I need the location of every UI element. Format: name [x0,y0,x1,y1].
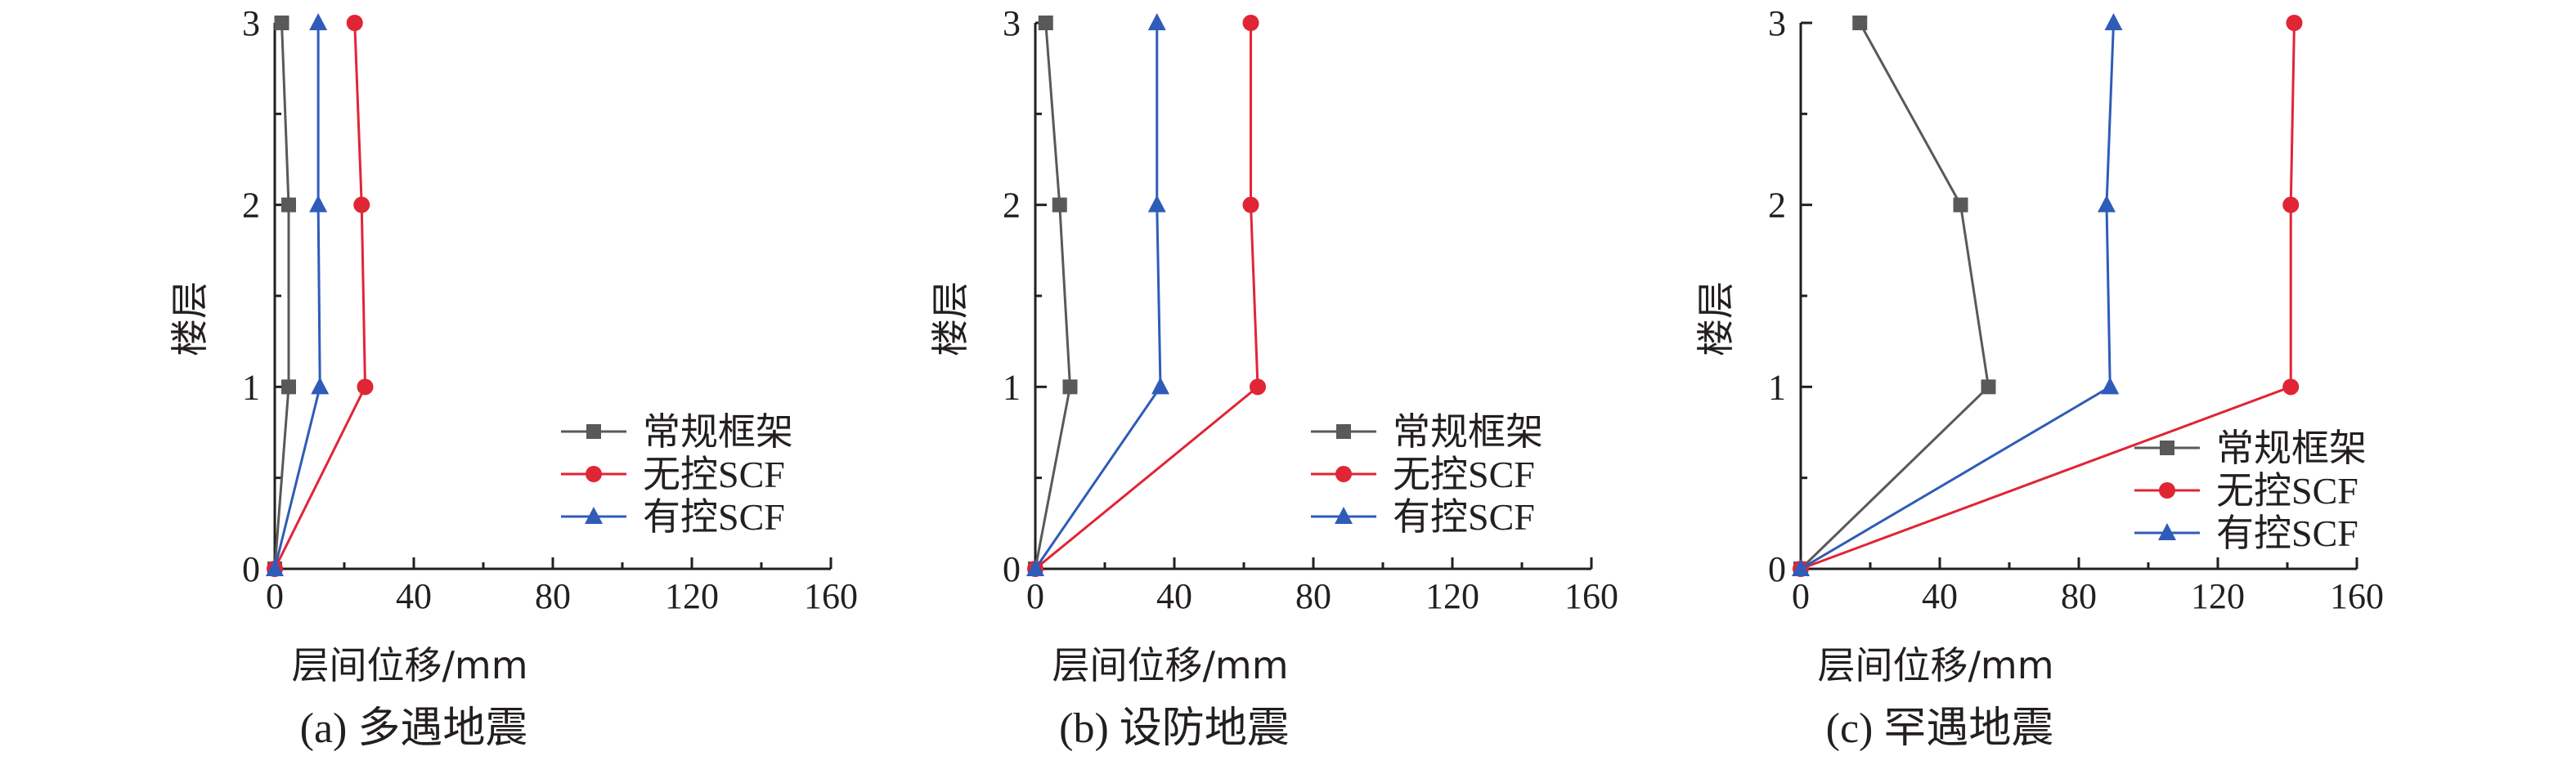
panel-caption: (a) 多遇地震 [300,705,528,752]
data-point [266,559,284,576]
legend-marker [586,424,601,439]
data-point [2101,377,2120,395]
panel-caption: (c) 罕遇地震 [1826,705,2054,752]
data-point [2282,378,2300,396]
data-point [1062,379,1078,395]
y-tick-label: 2 [1003,186,1021,226]
legend-marker [1335,507,1353,524]
panel-caption: (b) 设防地震 [1059,705,1290,752]
x-tick-label: 160 [1564,576,1618,616]
chart-panel-1: 0 40 80 120 160 0 1 2 3 层间位移/mm 楼层 (a) 多遇地震 常规框架无控SC… [168,3,858,752]
x-axis-title: 层间位移/mm [1817,643,2053,687]
x-tick-label: 160 [804,576,858,616]
x-tick-label: 0 [266,576,284,616]
legend-label: 无控SCF [643,454,785,495]
series-line-2 [1034,23,1259,570]
y-tick-label: 3 [242,3,260,43]
data-point [1151,377,1169,395]
legend-marker [1335,466,1352,482]
series-line-2 [273,22,367,570]
data-point [1147,13,1166,30]
legend-label: 无控SCF [1393,454,1535,495]
x-axis-title: 层间位移/mm [1052,643,1288,687]
legend-label: 常规框架 [1393,411,1543,453]
y-tick-label: 0 [1003,549,1021,589]
legend-label: 有控SCF [1393,496,1535,538]
data-point [1852,16,1868,30]
data-point [1792,559,1810,576]
series-line-3 [1800,22,2115,570]
y-tick-label: 2 [1768,186,1786,226]
x-tick-label: 120 [665,576,719,616]
data-point [1242,196,1259,213]
data-point [1038,16,1053,30]
data-point [346,15,363,31]
y-tick-label: 1 [1003,367,1021,407]
data-point [309,195,328,212]
series-line-1 [273,22,290,570]
data-point [1981,379,1996,395]
legend-marker [585,507,603,524]
legend-label: 无控SCF [2216,470,2358,512]
data-point [2286,15,2303,31]
x-tick-label: 120 [2191,576,2245,616]
data-point [1953,197,1968,212]
x-tick-label: 160 [2330,576,2384,616]
data-point [311,377,330,395]
y-tick-label: 2 [242,186,260,226]
series-line-1 [1799,22,1990,570]
y-tick-label: 3 [1768,3,1786,43]
x-tick-label: 80 [1295,576,1331,616]
y-tick-label: 1 [242,367,260,407]
series-line-3 [1034,23,1162,570]
legend-marker [1336,424,1351,439]
chart-panel-2: 0 40 80 120 160 0 1 2 3 层间位移/mm 楼层 (b) 设防地震 常规框架无控SC… [928,3,1618,752]
data-point [2282,196,2300,213]
data-point [274,16,289,30]
y-axis-title: 楼层 [928,281,972,356]
data-point [309,13,328,30]
x-axis-title: 层间位移/mm [291,643,527,687]
legend-label: 常规框架 [2216,427,2367,469]
x-tick-label: 80 [535,576,571,616]
legend-marker [2158,523,2176,540]
data-point [1250,378,1266,396]
y-axis-title: 楼层 [168,281,212,356]
y-tick-label: 3 [1003,3,1021,43]
data-point [281,379,296,395]
data-point [2098,195,2116,212]
x-tick-label: 0 [1026,576,1044,616]
legend-marker [2159,482,2175,499]
series-line-2 [1800,22,2296,570]
legend-marker [2160,441,2174,455]
data-point [1147,195,1166,212]
data-point [1026,559,1044,576]
data-point [2104,13,2123,30]
series-line-3 [273,23,321,570]
x-tick-label: 80 [2061,576,2097,616]
x-tick-label: 40 [396,576,432,616]
x-tick-label: 40 [1156,576,1192,616]
data-point [353,196,370,213]
data-point [1242,15,1259,31]
data-point [281,197,296,212]
series-line-1 [1034,22,1072,570]
legend-label: 有控SCF [2216,512,2358,554]
data-point [1052,197,1067,212]
x-tick-label: 0 [1792,576,1810,616]
y-tick-label: 0 [242,549,260,589]
legend-label: 有控SCF [643,496,785,538]
x-tick-label: 40 [1922,576,1958,616]
data-point [357,378,374,396]
legend-label: 常规框架 [643,411,793,453]
x-tick-label: 120 [1425,576,1479,616]
y-tick-label: 1 [1768,367,1786,407]
chart-panel-3: 0 40 80 120 160 0 1 2 3 层间位移/mm 楼层 (c) 罕遇地震 常规框架无控SC… [1694,3,2384,752]
y-axis-title: 楼层 [1694,281,1738,356]
y-tick-label: 0 [1768,549,1786,589]
legend-marker [586,466,602,482]
